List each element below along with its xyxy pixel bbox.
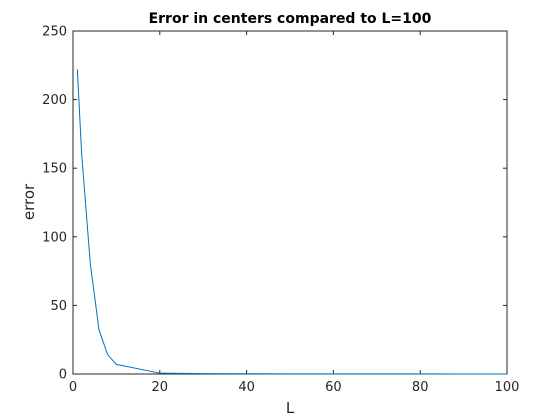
x-tick-label: 60 xyxy=(325,380,342,395)
series-layer xyxy=(76,69,508,375)
y-tick-label: 200 xyxy=(42,93,67,108)
y-tick-label: 50 xyxy=(50,299,67,314)
y-tick-label: 0 xyxy=(59,368,67,383)
y-tick-label: 150 xyxy=(42,162,67,177)
y-tick-label: 250 xyxy=(42,25,67,40)
series-line xyxy=(76,69,508,375)
y-axis-label: error xyxy=(20,183,38,220)
plot-area xyxy=(72,30,508,375)
x-tick-label: 100 xyxy=(495,380,520,395)
x-tick-label: 40 xyxy=(238,380,255,395)
x-tick-label: 20 xyxy=(152,380,169,395)
x-axis-label: L xyxy=(286,399,295,417)
chart-title: Error in centers compared to L=100 xyxy=(149,11,432,27)
x-tick-label: 80 xyxy=(412,380,429,395)
y-tick-label: 100 xyxy=(42,230,67,245)
tick-labels: 0 20 40 60 80 100 0 50 100 150 200 250 xyxy=(42,25,519,396)
x-tick-label: 0 xyxy=(69,380,77,395)
